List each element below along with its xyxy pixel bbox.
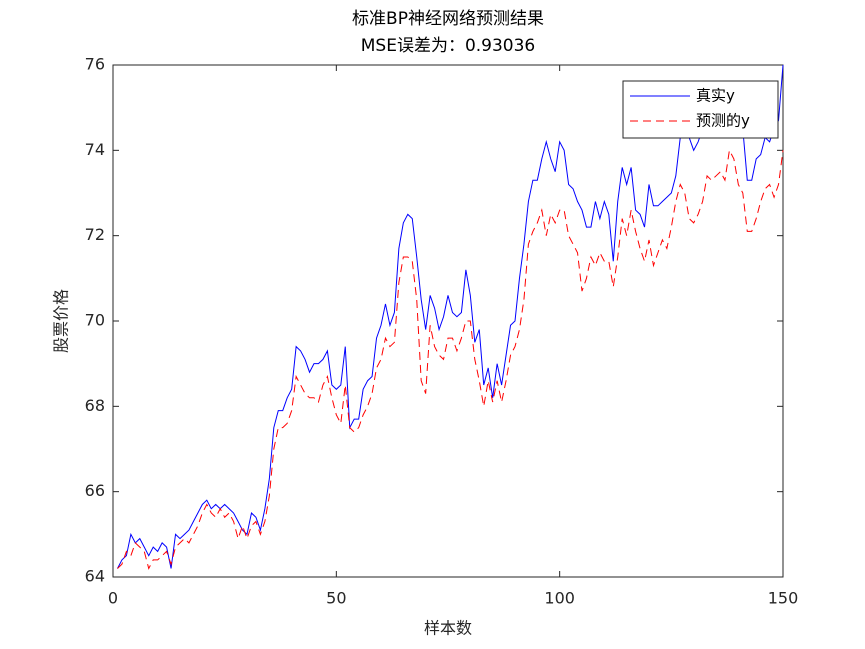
y-tick-label: 70 [85, 311, 105, 330]
x-tick-label: 0 [108, 589, 118, 608]
chart-title: 标准BP神经网络预测结果 [352, 9, 544, 29]
x-axis-label: 样本数 [424, 619, 472, 638]
x-tick-label: 100 [544, 589, 575, 608]
y-axis-label: 股票价格 [52, 289, 71, 353]
x-tick-label: 150 [768, 589, 799, 608]
y-tick-label: 72 [85, 225, 105, 244]
legend-label: 预测的y [696, 112, 750, 130]
series-line [117, 64, 784, 569]
x-tick-label: 50 [326, 589, 346, 608]
chart-subtitle: MSE误差为：0.93036 [361, 36, 536, 56]
y-tick-label: 66 [85, 481, 105, 500]
legend-box [622, 80, 779, 139]
legend-label: 真实y [696, 87, 735, 105]
y-tick-label: 76 [85, 55, 105, 74]
series-line [117, 148, 784, 570]
y-tick-label: 68 [85, 396, 105, 415]
y-tick-label: 64 [85, 567, 105, 586]
y-tick-label: 74 [85, 140, 105, 159]
